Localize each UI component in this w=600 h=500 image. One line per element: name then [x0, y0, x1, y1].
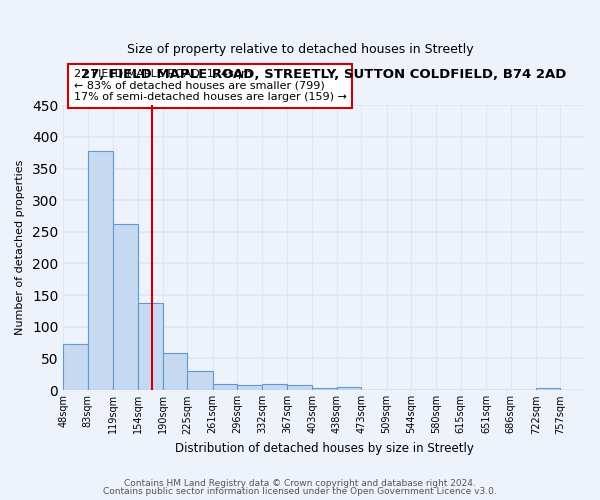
Bar [113, 224, 137, 390]
Bar [237, 385, 262, 390]
Text: Contains public sector information licensed under the Open Government Licence v3: Contains public sector information licen… [103, 487, 497, 496]
Bar [88, 152, 113, 390]
Text: Size of property relative to detached houses in Streetly: Size of property relative to detached ho… [127, 42, 473, 56]
Bar [187, 371, 212, 390]
X-axis label: Distribution of detached houses by size in Streetly: Distribution of detached houses by size … [175, 442, 473, 455]
Bar [536, 388, 560, 390]
Text: Contains HM Land Registry data © Crown copyright and database right 2024.: Contains HM Land Registry data © Crown c… [124, 478, 476, 488]
Bar [137, 304, 163, 390]
Title: 27, FIELD MAPLE ROAD, STREETLY, SUTTON COLDFIELD, B74 2AD: 27, FIELD MAPLE ROAD, STREETLY, SUTTON C… [82, 68, 567, 80]
Bar [163, 352, 187, 390]
Bar [212, 384, 237, 390]
Bar [63, 344, 88, 390]
Bar [312, 388, 337, 390]
Text: 27 FIELD MAPLE ROAD: 174sqm
← 83% of detached houses are smaller (799)
17% of se: 27 FIELD MAPLE ROAD: 174sqm ← 83% of det… [74, 69, 346, 102]
Bar [262, 384, 287, 390]
Y-axis label: Number of detached properties: Number of detached properties [15, 160, 25, 336]
Bar [287, 385, 312, 390]
Bar [337, 387, 361, 390]
